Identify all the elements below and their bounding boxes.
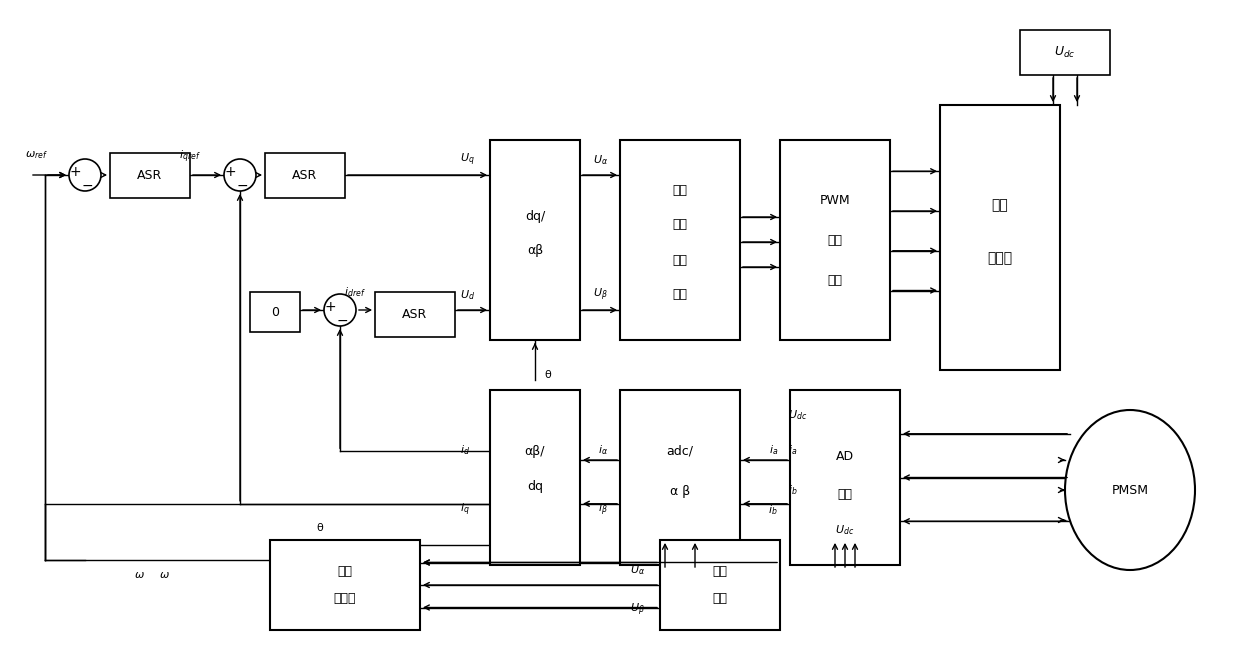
Text: θ: θ [316, 523, 324, 533]
Text: ASR: ASR [402, 308, 428, 321]
Text: $i_d$: $i_d$ [460, 443, 470, 457]
Circle shape [224, 159, 255, 191]
Bar [490, 390, 580, 565]
Text: $i_b$: $i_b$ [769, 503, 777, 517]
Text: dq/: dq/ [525, 209, 546, 222]
Bar [780, 140, 890, 340]
Bar [1021, 30, 1110, 75]
Text: −: − [336, 314, 347, 328]
Text: $i_\alpha$: $i_\alpha$ [598, 443, 608, 457]
Text: 计算: 计算 [713, 592, 728, 605]
Text: +: + [325, 300, 336, 314]
Text: $i_q$: $i_q$ [460, 502, 470, 518]
Text: $U_\beta$: $U_\beta$ [630, 602, 645, 618]
Text: 三相: 三相 [992, 199, 1008, 213]
Text: $i_\beta$: $i_\beta$ [598, 502, 608, 518]
Text: PWM: PWM [820, 193, 851, 207]
Bar [620, 140, 740, 340]
Text: 调制: 调制 [672, 287, 687, 301]
Text: ASR: ASR [138, 169, 162, 182]
Text: αβ/: αβ/ [525, 445, 546, 457]
Text: PMSM: PMSM [1111, 483, 1148, 496]
Circle shape [324, 294, 356, 326]
Bar [790, 390, 900, 565]
Bar [265, 153, 345, 198]
Text: −: − [81, 179, 93, 193]
Text: 空间: 空间 [672, 183, 687, 197]
Text: $i_a$: $i_a$ [769, 443, 777, 457]
Text: dq: dq [527, 480, 543, 493]
Text: $U_\alpha$: $U_\alpha$ [593, 153, 608, 167]
Bar [660, 540, 780, 630]
Bar [374, 292, 455, 337]
Circle shape [69, 159, 100, 191]
Text: ASR: ASR [293, 169, 317, 182]
Text: $i_a$: $i_a$ [787, 443, 797, 457]
Bar [270, 540, 420, 630]
Text: 电压: 电压 [713, 565, 728, 578]
Text: 触发: 触发 [827, 234, 842, 246]
Text: $U_\alpha$: $U_\alpha$ [630, 563, 645, 577]
Text: 模块: 模块 [827, 273, 842, 287]
Text: $U_\beta$: $U_\beta$ [593, 287, 608, 303]
Text: $U_{dc}$: $U_{dc}$ [787, 408, 807, 422]
Text: $U_{dc}$: $U_{dc}$ [1054, 45, 1075, 60]
Text: ω: ω [135, 570, 145, 580]
Text: +: + [69, 165, 81, 179]
Text: AD: AD [836, 450, 854, 463]
Text: αβ: αβ [527, 244, 543, 256]
Text: 观测器: 观测器 [334, 592, 356, 605]
Text: $U_d$: $U_d$ [460, 288, 475, 302]
Text: $U_q$: $U_q$ [460, 152, 475, 168]
Text: $i_{qref}$: $i_{qref}$ [179, 149, 201, 166]
Text: $i_{dref}$: $i_{dref}$ [345, 285, 366, 299]
Ellipse shape [1065, 410, 1195, 570]
Text: ω: ω [160, 570, 170, 580]
Text: $i_b$: $i_b$ [787, 483, 797, 497]
Text: 矢量: 矢量 [672, 218, 687, 230]
Bar [620, 390, 740, 565]
Text: 逆变器: 逆变器 [987, 252, 1013, 265]
Text: 0: 0 [272, 305, 279, 318]
Text: 滑模: 滑模 [337, 565, 352, 578]
Text: +: + [224, 165, 236, 179]
Text: adc/: adc/ [666, 445, 693, 457]
Bar [110, 153, 190, 198]
Bar [250, 292, 300, 332]
Text: −: − [236, 179, 248, 193]
Bar [490, 140, 580, 340]
Text: 采样: 采样 [837, 489, 852, 502]
Bar [940, 105, 1060, 370]
Text: α β: α β [670, 485, 691, 498]
Text: $\omega_{ref}$: $\omega_{ref}$ [25, 149, 48, 161]
Text: θ: θ [544, 370, 552, 380]
Text: $U_{dc}$: $U_{dc}$ [836, 523, 854, 537]
Text: 脉宽: 脉宽 [672, 254, 687, 267]
